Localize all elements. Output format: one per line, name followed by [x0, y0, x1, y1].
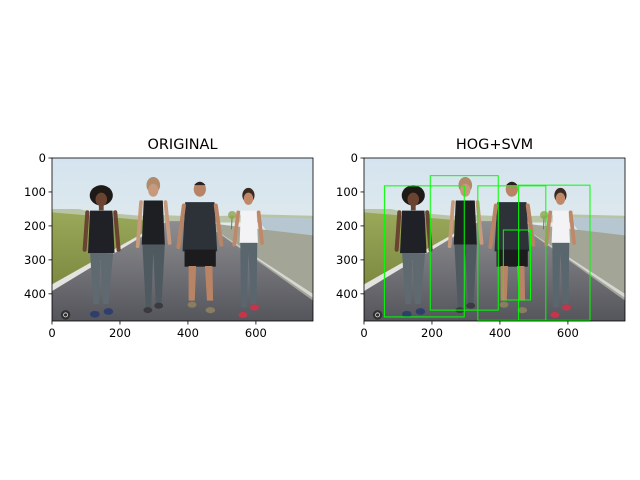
y-tick-label: 400 — [336, 287, 358, 301]
x-tick-label: 200 — [109, 326, 131, 340]
panel-image — [364, 158, 625, 321]
y-tick-label: 100 — [24, 185, 46, 199]
x-tick-label: 0 — [48, 326, 55, 340]
y-tick-label: 100 — [336, 185, 358, 199]
y-tick-label: 200 — [24, 219, 46, 233]
panel-title: HOG+SVM — [456, 137, 533, 153]
axes-frame — [363, 157, 626, 322]
panel-image — [52, 158, 313, 321]
y-tick-label: 400 — [24, 287, 46, 301]
x-tick-label: 400 — [177, 326, 199, 340]
x-tick-label: 600 — [557, 326, 579, 340]
x-tick-label: 0 — [360, 326, 367, 340]
y-tick-label: 300 — [24, 253, 46, 267]
detection-box — [518, 184, 591, 321]
detection-box — [477, 185, 547, 321]
detection-box — [383, 185, 465, 318]
axes-panel-1: ORIGINAL 0 200 400 600 0 100 200 300 400 — [24, 137, 313, 340]
x-tick-label: 400 — [489, 326, 511, 340]
axes-panel-2: HOG+SVM 0 200 400 600 0 100 200 300 400 — [336, 137, 625, 340]
y-tick-label: 0 — [39, 151, 46, 165]
detection-box — [502, 229, 532, 301]
panel-title: ORIGINAL — [147, 137, 217, 153]
y-tick-label: 200 — [336, 219, 358, 233]
y-tick-label: 300 — [336, 253, 358, 267]
detection-box — [429, 175, 499, 311]
axes-frame — [51, 157, 314, 322]
x-tick-label: 600 — [245, 326, 267, 340]
x-tick-label: 200 — [421, 326, 443, 340]
y-tick-label: 0 — [351, 151, 358, 165]
